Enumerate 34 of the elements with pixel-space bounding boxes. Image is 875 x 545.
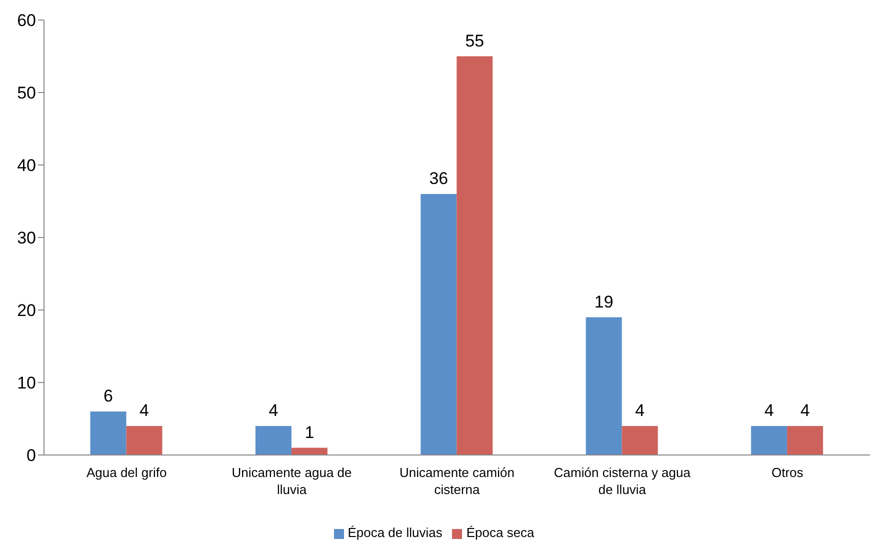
data-label: 19 — [594, 292, 614, 312]
x-tick-label: Otros — [772, 465, 804, 480]
bar — [787, 426, 824, 455]
y-tick-label: 20 — [17, 301, 36, 320]
bar — [291, 448, 328, 455]
y-tick-label: 40 — [17, 156, 36, 176]
y-tick-label: 50 — [17, 84, 36, 103]
bar — [586, 317, 622, 455]
y-tick-label: 10 — [17, 374, 36, 393]
y-tick-label: 30 — [17, 228, 36, 248]
data-label: 4 — [140, 401, 149, 420]
bar — [255, 426, 292, 455]
y-tick-label: 0 — [26, 446, 36, 466]
legend-label: Época de lluvias — [348, 525, 442, 540]
bar — [751, 426, 788, 455]
x-tick-label: Camión cisterna y agua de lluvia — [554, 465, 692, 497]
data-label: 4 — [635, 401, 645, 420]
data-label: 6 — [104, 386, 113, 406]
bar — [90, 412, 126, 455]
data-label: 4 — [268, 401, 278, 420]
data-label: 36 — [429, 169, 448, 188]
legend-label: Época seca — [466, 525, 534, 540]
bar — [622, 426, 658, 455]
x-tick-label: Unicamente agua de lluvia — [232, 465, 352, 497]
data-label: 4 — [764, 401, 774, 420]
data-label: 4 — [800, 401, 810, 420]
bar — [126, 426, 162, 455]
data-label: 1 — [304, 422, 314, 442]
y-tick-label: 60 — [17, 11, 36, 30]
bar — [420, 194, 457, 455]
x-tick-label: Agua del grifo — [86, 465, 167, 480]
bar — [456, 56, 493, 455]
data-label: 55 — [465, 31, 484, 50]
x-tick-label: Unicamente camión cisterna — [400, 465, 514, 497]
